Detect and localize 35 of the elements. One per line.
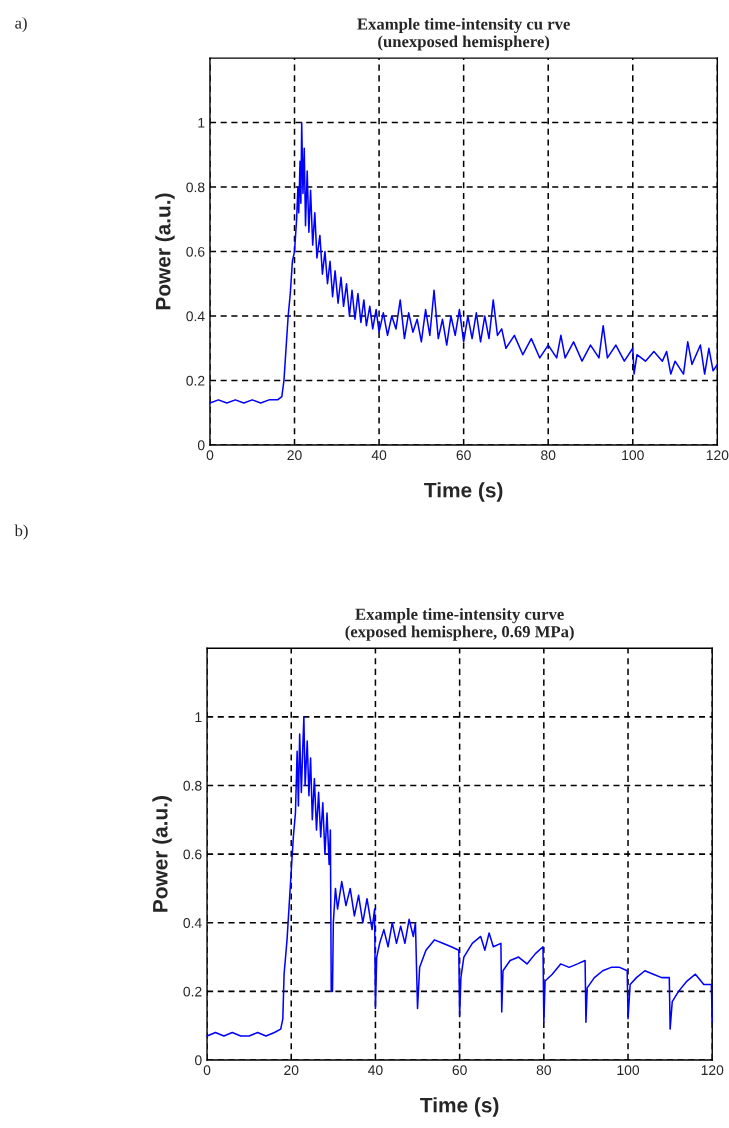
y-tick-label: 0 [197, 440, 205, 451]
y-tick-label: 1 [195, 712, 202, 722]
x-tick-label: 80 [541, 450, 556, 461]
text: b) [14, 524, 28, 540]
line-series [206, 716, 713, 1037]
x-tick-label: 100 [622, 450, 644, 461]
y-tick-label: 0 [194, 1055, 202, 1066]
text: a) [15, 16, 27, 33]
x-tick-label: 40 [371, 450, 387, 461]
x-tick-label: 120 [701, 1065, 724, 1076]
x-tick-label: 40 [368, 1065, 383, 1076]
y-tick-label: 1 [198, 118, 205, 128]
x-tick-label: 80 [536, 1065, 552, 1076]
y-tick-label: 0.4 [183, 918, 202, 928]
x-tick-label: 100 [617, 1065, 640, 1076]
y-tick-label: 0.4 [186, 311, 205, 322]
x-tick-label: 120 [706, 450, 729, 461]
x-tick-label: 20 [284, 1065, 299, 1076]
y-tick-label: 0.8 [186, 182, 205, 193]
chart-title: Example time-intensity cu rve (unexposed hemisphere) [357, 17, 570, 51]
y-axis-title: Power (a.u.) [152, 796, 172, 912]
x-tick-label: 60 [452, 1065, 467, 1076]
x-tick-label: 20 [287, 450, 302, 461]
line-series [209, 121, 719, 404]
y-tick-label: 0.8 [183, 780, 202, 791]
x-axis-title: Time (s) [424, 482, 503, 502]
y-axis-title: Power (a.u.) [155, 193, 175, 310]
x-tick-label: 0 [206, 450, 214, 461]
y-tick-label: 0.6 [186, 246, 205, 257]
y-tick-label: 0.2 [186, 375, 205, 386]
x-tick-label: 60 [456, 450, 471, 461]
y-tick-label: 0.6 [183, 849, 202, 860]
x-axis-title: Time (s) [420, 1097, 499, 1117]
chart-title: Example time-intensity curve (exposed hemisphere, 0.69 MPa) [345, 608, 574, 641]
y-tick-label: 0.2 [183, 986, 202, 997]
